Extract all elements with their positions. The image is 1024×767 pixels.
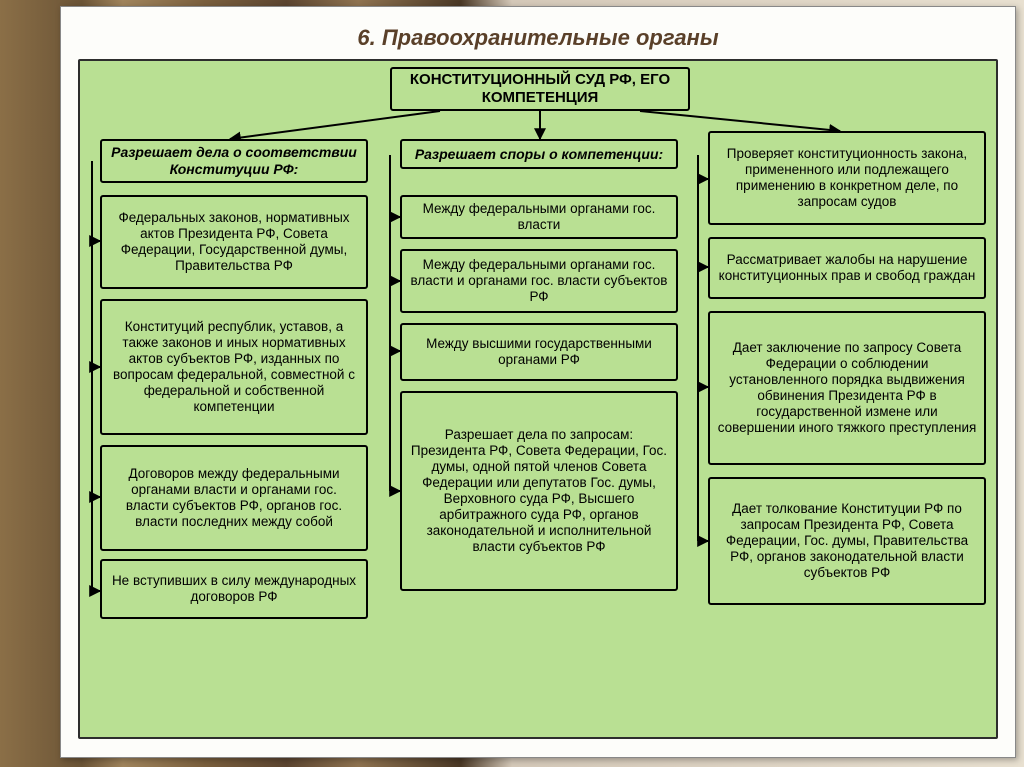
right-item-3: Дает толкование Конституции РФ по запрос… bbox=[708, 477, 986, 605]
slide: 6. Правоохранительные органы КОНСТИТУЦИО… bbox=[60, 6, 1016, 758]
right-item-0: Проверяет конституционность закона, прим… bbox=[708, 131, 986, 225]
left-item-3: Не вступивших в силу международных догов… bbox=[100, 559, 368, 619]
mid-item-3: Разрешает дела по запросам: Президента Р… bbox=[400, 391, 678, 591]
decorative-border: 6. Правоохранительные органы КОНСТИТУЦИО… bbox=[0, 0, 1024, 767]
diagram-canvas: КОНСТИТУЦИОННЫЙ СУД РФ, ЕГО КОМПЕТЕНЦИЯ Р… bbox=[78, 59, 998, 739]
mid-item-1: Между федеральными органами гос. власти … bbox=[400, 249, 678, 313]
mid-head: Разрешает споры о компетенции: bbox=[400, 139, 678, 169]
left-item-1: Конституций республик, уставов, а также … bbox=[100, 299, 368, 435]
left-item-0: Федеральных законов, нормативных актов П… bbox=[100, 195, 368, 289]
slide-title: 6. Правоохранительные органы bbox=[357, 7, 718, 59]
right-item-1: Рассматривает жалобы на нарушение консти… bbox=[708, 237, 986, 299]
left-head: Разрешает дела о соответствии Конституци… bbox=[100, 139, 368, 183]
mid-item-0: Между федеральными органами гос. власти bbox=[400, 195, 678, 239]
root-box: КОНСТИТУЦИОННЫЙ СУД РФ, ЕГО КОМПЕТЕНЦИЯ bbox=[390, 67, 690, 111]
right-item-2: Дает заключение по запросу Совета Федера… bbox=[708, 311, 986, 465]
left-item-2: Договоров между федеральными органами вл… bbox=[100, 445, 368, 551]
mid-item-2: Между высшими государственными органами … bbox=[400, 323, 678, 381]
